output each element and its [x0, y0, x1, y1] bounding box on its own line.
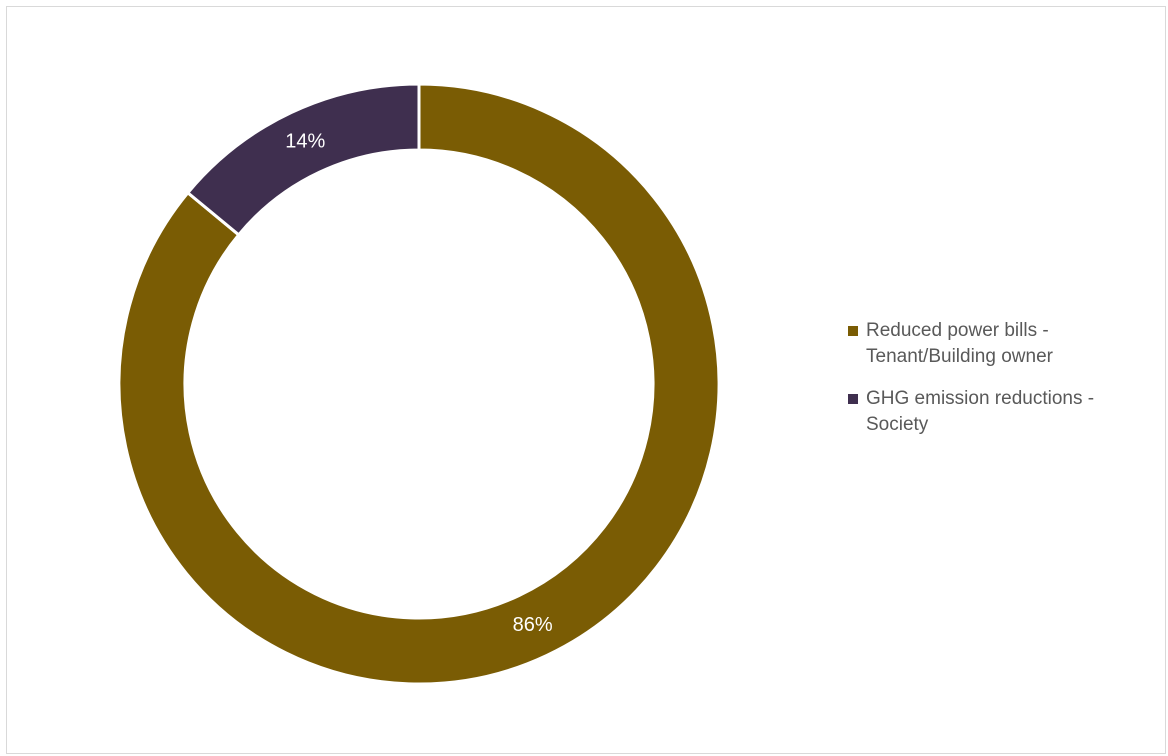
legend-item-reduced-power-bills: Reduced power bills - Tenant/Building ow… [848, 318, 1148, 370]
legend: Reduced power bills - Tenant/Building ow… [848, 318, 1148, 454]
donut-slice-reduced-power-bills [117, 82, 721, 686]
legend-label-ghg-emission-reductions: GHG emission reductions - Society [866, 388, 1095, 435]
legend-item-ghg-emission-reductions: GHG emission reductions - Society [848, 386, 1148, 438]
data-label-ghg-emission-reductions: 14% [285, 131, 325, 153]
donut-slice-ghg-emission-reductions [185, 82, 421, 237]
legend-swatch-ghg-emission-reductions [848, 394, 858, 404]
data-label-reduced-power-bills: 86% [513, 614, 553, 636]
legend-label-reduced-power-bills: Reduced power bills - Tenant/Building ow… [866, 320, 1053, 367]
legend-swatch-reduced-power-bills [848, 326, 858, 336]
